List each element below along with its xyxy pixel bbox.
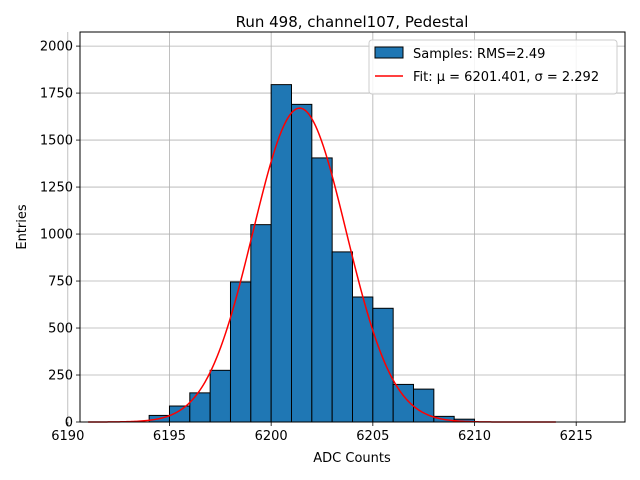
legend-box [368, 39, 618, 95]
histogram-bars [148, 84, 476, 423]
legend-bar-swatch [374, 46, 404, 59]
y-tick-label: 1250 [40, 181, 73, 196]
y-tick-label: 0 [65, 416, 73, 431]
histogram-bar [290, 103, 313, 423]
y-tick-label: 750 [48, 275, 73, 290]
histogram-bar [372, 307, 394, 423]
chart-title: Run 498, channel107, Pedestal [236, 13, 469, 31]
y-axis-ticks: 0 250 500 750 1000 1250 1500 1750 2000 [40, 40, 80, 431]
x-axis-ticks: 6190 6195 6200 6205 6210 6215 [51, 422, 593, 444]
x-tick-label: 6200 [255, 429, 288, 444]
histogram-bar [311, 157, 333, 423]
histogram-bar [413, 388, 435, 423]
histogram-bar [229, 281, 252, 423]
histogram-bar [331, 251, 354, 423]
x-tick-label: 6190 [51, 429, 84, 444]
histogram-bar [250, 224, 272, 423]
x-tick-label: 6210 [458, 429, 491, 444]
y-tick-label: 250 [48, 369, 73, 384]
legend: Samples: RMS=2.49 Fit: μ = 6201.401, σ =… [368, 39, 618, 95]
y-tick-label: 1000 [40, 228, 73, 243]
histogram-bar [270, 84, 292, 423]
plot-frame [79, 31, 626, 423]
x-tick-label: 6215 [560, 429, 593, 444]
legend-label-fit: Fit: μ = 6201.401, σ = 2.292 [413, 70, 599, 85]
histogram-bar [352, 296, 374, 423]
x-axis-label: ADC Counts [313, 451, 391, 466]
x-tick-label: 6195 [153, 429, 186, 444]
y-tick-label: 2000 [40, 40, 73, 55]
y-tick-label: 1750 [40, 87, 73, 102]
x-tick-label: 6205 [356, 429, 389, 444]
y-tick-label: 500 [48, 322, 73, 337]
histogram-bar [209, 369, 231, 423]
y-axis-label: Entries [15, 204, 30, 250]
legend-label-samples: Samples: RMS=2.49 [413, 47, 545, 62]
y-tick-label: 1500 [40, 134, 73, 149]
histogram-bar [189, 392, 211, 423]
